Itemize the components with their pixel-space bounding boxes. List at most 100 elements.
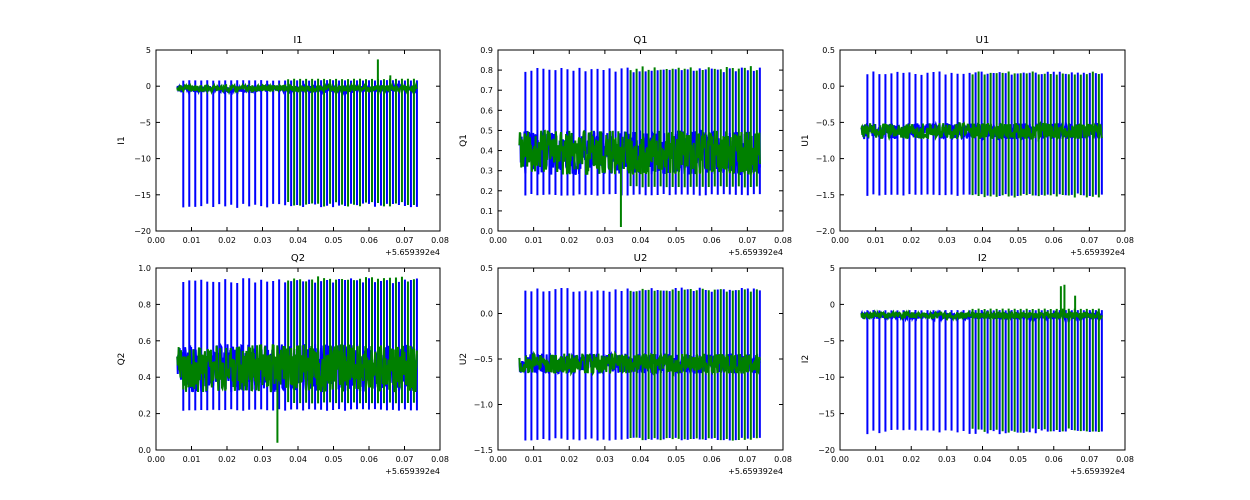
plot-area [518, 287, 761, 441]
y-tick-label: 0.0 [480, 310, 493, 319]
series-green-band [860, 120, 1103, 142]
subplot-i1: 0.00 0.01 0.02 0.03 0.04 0.05 0.06 0.07 0.08 −20 −… [117, 35, 449, 257]
x-tick-label: 0.05 [667, 236, 685, 245]
y-tick-label: 0.5 [822, 46, 835, 55]
series-green-band [176, 342, 418, 393]
series-green-band [518, 129, 761, 175]
x-tick-label: 0.01 [525, 236, 543, 245]
x-tick-label: 0.01 [867, 236, 885, 245]
x-tick-label: 0.06 [1045, 455, 1063, 464]
y-tick-label: −10 [134, 155, 151, 164]
x-tick-label: 0.08 [1116, 236, 1134, 245]
x-tick-label: 0.01 [183, 236, 201, 245]
x-tick-label: 0.01 [525, 455, 543, 464]
y-tick-label: 0.6 [138, 337, 151, 346]
x-offset-label: +5.659392e4 [1070, 467, 1125, 476]
y-axis-label: I1 [117, 136, 127, 144]
y-tick-label: 0.0 [822, 82, 835, 91]
x-tick-label: 0.06 [703, 455, 721, 464]
x-tick-label: 0.01 [867, 455, 885, 464]
x-tick-label: 0.07 [1080, 236, 1098, 245]
x-tick-label: 0.08 [1116, 455, 1134, 464]
y-axis-label: Q2 [117, 353, 127, 366]
subplot-q1: 0.00 0.01 0.02 0.03 0.04 0.05 0.06 0.07 0.08 0.0 0… [459, 35, 792, 257]
x-tick-label: 0.04 [632, 236, 650, 245]
y-tick-label: 0.4 [480, 147, 493, 156]
y-tick-label: 0.8 [138, 300, 151, 309]
subplot-u2: 0.00 0.01 0.02 0.03 0.04 0.05 0.06 0.07 0.08 −1.5… [459, 253, 792, 476]
plot-area [176, 276, 418, 443]
y-axis-label: U2 [459, 353, 469, 365]
series-green-band [518, 350, 761, 377]
plot-area [860, 71, 1103, 198]
x-tick-label: 0.06 [703, 236, 721, 245]
x-tick-label: 0.00 [147, 236, 165, 245]
y-tick-label: −5 [823, 337, 835, 346]
x-offset-label: +5.659392e4 [1070, 248, 1125, 257]
y-tick-label: 0.0 [138, 446, 151, 455]
x-tick-label: 0.08 [431, 455, 449, 464]
y-tick-label: 0 [830, 300, 835, 309]
x-tick-label: 0.03 [938, 455, 956, 464]
x-tick-label: 0.05 [325, 455, 343, 464]
y-tick-label: −15 [818, 410, 835, 419]
y-tick-label: 0.5 [480, 126, 493, 135]
x-tick-label: 0.00 [831, 236, 849, 245]
plot-area [860, 284, 1103, 435]
y-tick-label: 0.2 [138, 410, 151, 419]
subplot-title: I2 [978, 253, 987, 264]
y-tick-label: 0.2 [480, 187, 493, 196]
x-tick-label: 0.03 [254, 236, 272, 245]
x-tick-label: 0.03 [596, 455, 614, 464]
subplot-u1: 0.00 0.01 0.02 0.03 0.04 0.05 0.06 0.07 0.08 −2.0… [801, 35, 1134, 257]
x-tick-label: 0.05 [1009, 455, 1027, 464]
y-tick-label: 0.9 [480, 46, 493, 55]
y-tick-label: 0.8 [480, 66, 493, 75]
x-tick-label: 0.01 [183, 455, 201, 464]
x-tick-label: 0.03 [254, 455, 272, 464]
x-tick-label: 0.02 [902, 455, 920, 464]
y-axis-label: U1 [801, 134, 811, 146]
y-tick-label: 0.7 [480, 86, 493, 95]
y-tick-label: 0.6 [480, 106, 493, 115]
x-tick-label: 0.00 [489, 236, 507, 245]
x-tick-label: 0.04 [289, 455, 307, 464]
x-tick-label: 0.02 [902, 236, 920, 245]
y-tick-label: 1.0 [138, 264, 151, 273]
y-tick-label: −20 [134, 227, 151, 236]
y-tick-label: 5 [146, 46, 151, 55]
y-tick-label: −10 [818, 373, 835, 382]
y-tick-label: −1.5 [474, 446, 493, 455]
subplot-title: U1 [976, 35, 990, 46]
x-offset-label: +5.659392e4 [385, 248, 440, 257]
subplot-title: Q2 [291, 253, 305, 264]
x-tick-label: 0.03 [938, 236, 956, 245]
x-tick-label: 0.04 [632, 455, 650, 464]
x-tick-label: 0.06 [360, 455, 378, 464]
x-tick-label: 0.00 [147, 455, 165, 464]
x-offset-label: +5.659392e4 [728, 248, 783, 257]
y-tick-label: −20 [818, 446, 835, 455]
y-tick-label: 5 [830, 264, 835, 273]
y-tick-label: 0.1 [480, 207, 493, 216]
y-tick-label: −1.5 [816, 191, 835, 200]
x-tick-label: 0.07 [738, 455, 756, 464]
y-tick-label: 0.5 [480, 264, 493, 273]
plot-area [518, 66, 761, 227]
x-tick-label: 0.05 [1009, 236, 1027, 245]
x-tick-label: 0.07 [396, 455, 414, 464]
y-tick-label: 0.3 [480, 167, 493, 176]
y-tick-label: −5 [139, 118, 151, 127]
x-tick-label: 0.07 [1080, 455, 1098, 464]
subplot-title: Q1 [633, 35, 647, 46]
x-tick-label: 0.08 [774, 455, 792, 464]
x-offset-label: +5.659392e4 [385, 467, 440, 476]
y-tick-label: −0.5 [474, 355, 493, 364]
plot-area [176, 59, 418, 208]
subplot-q2: 0.00 0.01 0.02 0.03 0.04 0.05 0.06 0.07 0.08 0.0 0… [117, 253, 449, 476]
y-tick-label: −1.0 [474, 401, 493, 410]
y-tick-label: −15 [134, 191, 151, 200]
y-tick-label: −0.5 [816, 118, 835, 127]
x-tick-label: 0.06 [360, 236, 378, 245]
